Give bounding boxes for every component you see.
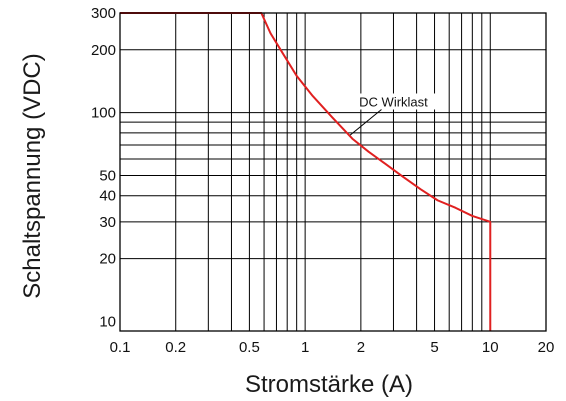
x-tick-label: 20 [538, 339, 555, 356]
tick-labels: 0.1 0.2 0.5 1 2 5 10 20 10 20 30 40 50 100 200 300 [91, 5, 554, 356]
annotations: DC Wirklast [345, 93, 442, 136]
x-tick-label: 5 [430, 339, 438, 356]
y-tick-label: 300 [91, 5, 116, 22]
y-tick-label: 30 [99, 214, 116, 231]
x-tick-label: 2 [357, 339, 365, 356]
series-line-dc-wirklast [120, 12, 492, 331]
y-tick-label: 50 [99, 167, 116, 184]
y-tick-label: 10 [99, 313, 116, 330]
y-tick-label: 20 [99, 251, 116, 268]
x-tick-label: 1 [301, 339, 309, 356]
y-axis-title: Schaltspannung (VDC) [19, 53, 46, 298]
series-layer [120, 12, 492, 331]
annotation-pointer [349, 109, 382, 136]
x-tick-label: 0.5 [239, 339, 260, 356]
y-tick-label: 40 [99, 188, 116, 205]
grid [120, 13, 546, 331]
y-tick-label: 100 [91, 105, 116, 122]
plot-frame [119, 12, 547, 332]
y-tick-label: 200 [91, 42, 116, 59]
x-tick-label: 0.1 [110, 339, 131, 356]
x-tick-label: 10 [482, 339, 499, 356]
x-axis-title: Stromstärke (A) [245, 371, 413, 398]
annotation-label: DC Wirklast [359, 94, 428, 109]
x-tick-label: 0.2 [165, 339, 186, 356]
annotation-background [345, 93, 442, 110]
